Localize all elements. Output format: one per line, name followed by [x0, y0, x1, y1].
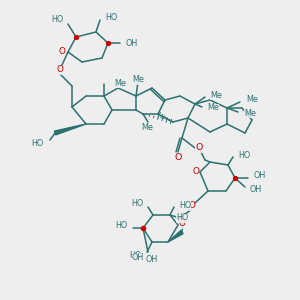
Text: OH: OH	[125, 38, 137, 47]
Polygon shape	[54, 124, 86, 135]
Text: HO: HO	[176, 214, 188, 223]
Text: HO: HO	[116, 221, 128, 230]
Text: HO: HO	[179, 200, 191, 209]
Text: O: O	[57, 65, 63, 74]
Text: OH: OH	[253, 172, 265, 181]
Text: HO: HO	[105, 13, 117, 22]
Text: HO: HO	[131, 200, 143, 208]
Text: Me: Me	[210, 91, 222, 100]
Text: OH: OH	[132, 253, 144, 262]
Text: O: O	[58, 47, 65, 56]
Text: Me: Me	[207, 103, 219, 112]
Text: OH: OH	[250, 184, 262, 194]
Text: O: O	[174, 152, 182, 161]
Text: Me: Me	[141, 122, 153, 131]
Text: HO: HO	[51, 16, 63, 25]
Text: HO: HO	[130, 251, 142, 260]
Text: O: O	[189, 202, 195, 211]
Text: O: O	[195, 143, 203, 152]
Text: Me: Me	[244, 109, 256, 118]
Text: HO: HO	[32, 139, 44, 148]
Text: Me: Me	[114, 79, 126, 88]
Text: Me: Me	[246, 95, 258, 104]
Polygon shape	[168, 230, 183, 242]
Text: O: O	[193, 167, 200, 176]
Text: HO: HO	[238, 151, 250, 160]
Text: OH: OH	[146, 256, 158, 265]
Text: Me: Me	[132, 76, 144, 85]
Text: O: O	[178, 220, 185, 229]
